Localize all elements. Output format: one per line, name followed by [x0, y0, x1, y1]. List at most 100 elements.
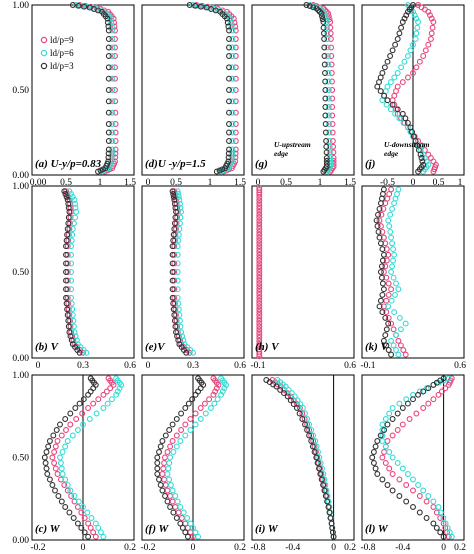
- point-c-0-5: [78, 509, 85, 516]
- point-f-1-5: [180, 509, 187, 516]
- point-i-2-23: [296, 410, 303, 417]
- point-b-2-27: [64, 196, 71, 203]
- point-f-1-10: [167, 482, 174, 488]
- xtick-l-0: -0.8: [360, 543, 375, 553]
- point-h-0-45: [256, 226, 263, 232]
- xtick-g-2: 1: [318, 178, 323, 188]
- point-c-0-18: [54, 438, 61, 444]
- panel-a: 0.00 0.5 1 1.5 0.00 0.50 1.00 (a) U-y/p=0.83: [12, 1, 136, 188]
- point-f-2-25: [185, 400, 192, 407]
- point-e-2-8: [171, 317, 178, 324]
- point-f-0-29: [213, 385, 220, 392]
- point-g-2-11: [322, 121, 329, 127]
- point-h-0-48: [256, 217, 263, 224]
- point-l-2-2: [433, 524, 440, 531]
- point-l-0-16: [381, 449, 388, 455]
- series-k-2: [373, 186, 395, 358]
- point-h-0-23: [256, 289, 263, 296]
- point-g-1-14: [325, 95, 332, 102]
- point-l-1-5: [437, 509, 444, 516]
- point-l-2-13: [372, 465, 379, 472]
- point-j-0-31: [428, 30, 435, 37]
- point-a-1-21: [109, 27, 116, 34]
- point-l-2-14: [370, 460, 377, 466]
- point-j-2-5: [418, 155, 425, 161]
- point-f-1-12: [164, 471, 171, 477]
- point-k-1-25: [387, 211, 394, 218]
- panel-label-i: (i) W: [255, 523, 279, 535]
- point-l-0-11: [396, 476, 403, 483]
- xtick-d-2: 1: [208, 178, 213, 188]
- point-k-1-19: [390, 246, 397, 253]
- point-j-1-14: [396, 115, 403, 122]
- point-k-2-2: [383, 342, 390, 349]
- point-c-0-9: [64, 487, 71, 494]
- point-d-2-19: [226, 44, 232, 51]
- point-k-1-4: [393, 332, 399, 339]
- point-k-1-8: [391, 309, 398, 316]
- point-g-2-5: [323, 157, 330, 164]
- point-l-2-24: [399, 405, 406, 411]
- point-k-0-2: [397, 342, 404, 349]
- point-h-0-8: [256, 332, 263, 339]
- point-b-1-9: [69, 312, 76, 318]
- point-l-2-20: [381, 427, 388, 433]
- panel-frame-h: [251, 185, 355, 359]
- point-i-2-16: [311, 449, 318, 455]
- point-k-2-14: [378, 274, 385, 281]
- point-a-2-11: [105, 129, 112, 136]
- point-c-1-24: [100, 405, 107, 411]
- point-l-0-26: [430, 396, 437, 403]
- point-l-2-33: [440, 375, 447, 382]
- point-j-2-16: [394, 106, 401, 113]
- point-h-0-33: [256, 260, 263, 267]
- point-k-2-24: [373, 217, 380, 224]
- point-c-1-1: [97, 529, 104, 536]
- point-i-2-29: [277, 386, 284, 393]
- point-d-0-15: [232, 87, 239, 93]
- point-j-1-31: [413, 30, 420, 37]
- point-l-1-7: [430, 498, 437, 505]
- point-b-2-9: [64, 312, 71, 318]
- point-f-1-23: [202, 410, 209, 417]
- series-c-0: [49, 375, 117, 540]
- xtick-c-1: 0: [81, 543, 86, 553]
- point-c-0-25: [90, 400, 97, 407]
- point-a-2-17: [105, 64, 112, 71]
- point-k-1-23: [386, 223, 393, 230]
- series-j-2: [374, 2, 427, 175]
- point-k-1-3: [388, 337, 395, 344]
- point-c-2-24: [72, 405, 79, 411]
- point-h-0-12: [256, 320, 263, 327]
- point-g-0-21: [327, 36, 334, 42]
- point-g-1-13: [325, 104, 332, 110]
- point-i-2-8: [322, 493, 329, 499]
- point-g-1-24: [323, 19, 330, 25]
- point-k-2-4: [382, 332, 389, 339]
- point-c-2-9: [52, 487, 58, 494]
- point-f-0-25: [201, 400, 208, 407]
- point-b-2-6: [66, 329, 73, 336]
- xtick-f-0: -0.2: [140, 543, 155, 553]
- xtick-g-1: 0.5: [280, 178, 292, 188]
- xtick-b-0: 0: [36, 361, 41, 371]
- point-l-0-22: [406, 416, 413, 422]
- point-b-1-16: [68, 260, 75, 267]
- point-l-1-16: [386, 449, 393, 455]
- point-k-1-14: [390, 274, 397, 281]
- point-j-2-12: [407, 124, 414, 131]
- xtick-k-0: -0.1: [360, 361, 375, 371]
- point-b-2-22: [65, 220, 72, 227]
- point-f-0-13: [160, 465, 167, 472]
- point-k-0-24: [376, 217, 383, 224]
- point-d-1-22: [228, 23, 235, 30]
- legend-label-0: ld/p=9: [50, 35, 74, 45]
- point-b-2-10: [64, 306, 71, 313]
- point-l-1-6: [435, 504, 442, 510]
- point-a-1-22: [108, 23, 115, 30]
- point-a-2-13: [105, 109, 112, 116]
- panel-label-c: (c) W: [35, 523, 61, 535]
- series-a-0: [76, 2, 119, 175]
- point-g-2-23: [320, 24, 327, 31]
- point-k-0-6: [388, 320, 395, 327]
